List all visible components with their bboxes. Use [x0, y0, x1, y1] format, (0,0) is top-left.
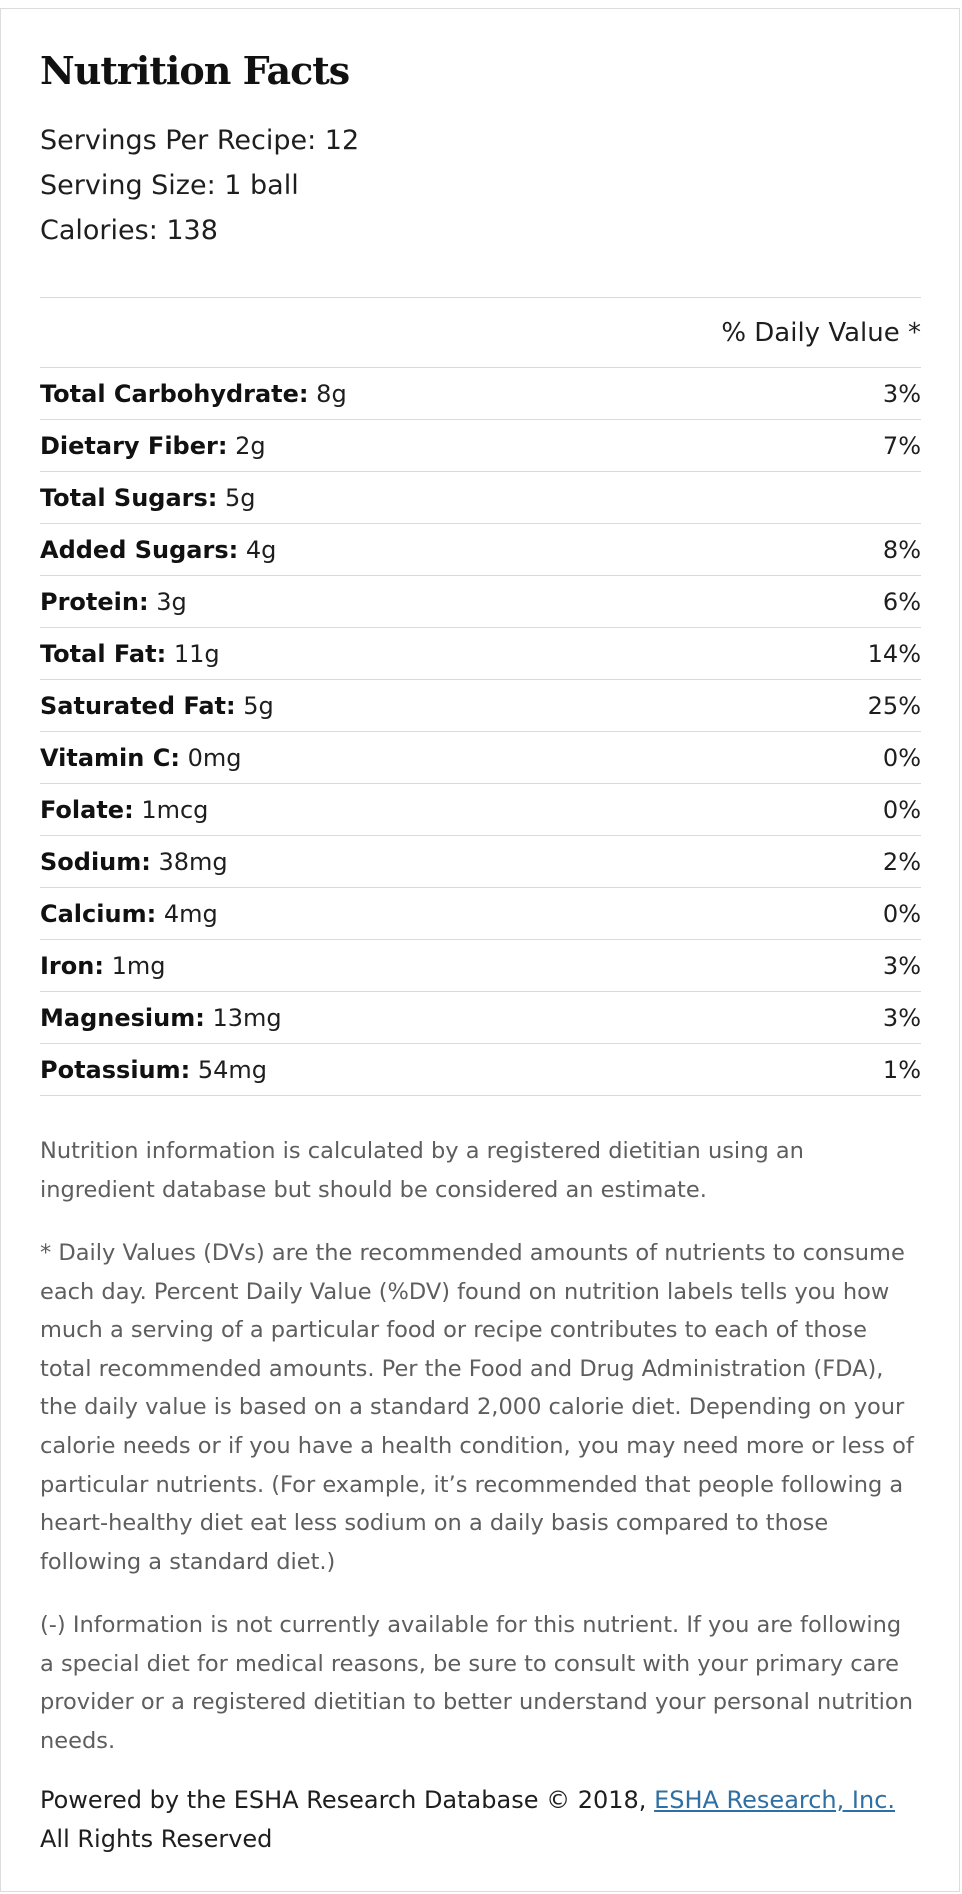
nutrient-daily-value: 7%: [882, 432, 921, 460]
nutrient-amount: 5g: [225, 484, 256, 512]
nutrient-row: Total Fat: 11g 14%: [40, 628, 921, 680]
nutrient-name: Vitamin C:: [40, 744, 180, 772]
nutrient-daily-value: 14%: [867, 640, 921, 668]
nutrient-row: Total Sugars: 5g: [40, 472, 921, 524]
nutrient-amount: 13mg: [212, 1004, 282, 1032]
nutrient-amount: 38mg: [158, 848, 228, 876]
nutrient-name: Saturated Fat:: [40, 692, 236, 720]
nutrient-daily-value: 2%: [882, 848, 921, 876]
nutrient-name: Potassium:: [40, 1056, 191, 1084]
nutrient-row: Total Carbohydrate: 8g 3%: [40, 368, 921, 420]
nutrient-daily-value: 3%: [882, 952, 921, 980]
powered-by-suffix: All Rights Reserved: [40, 1825, 273, 1853]
nutrient-amount: 11g: [173, 640, 220, 668]
nutrient-daily-value: 0%: [882, 900, 921, 928]
nutrient-daily-value: 1%: [882, 1056, 921, 1084]
nutrient-amount: 2g: [235, 432, 266, 460]
nutrient-row: Magnesium: 13mg 3%: [40, 992, 921, 1044]
nutrient-row: Folate: 1mcg 0%: [40, 784, 921, 836]
nutrient-daily-value: 0%: [882, 796, 921, 824]
nutrient-name: Total Sugars:: [40, 484, 218, 512]
section-divider: [40, 297, 921, 298]
nutrient-daily-value: 3%: [882, 1004, 921, 1032]
nutrition-facts-card: Nutrition Facts Servings Per Recipe: 12 …: [0, 8, 960, 1892]
nutrient-name: Sodium:: [40, 848, 151, 876]
estimate-note: Nutrition information is calculated by a…: [40, 1138, 804, 1203]
nutrient-daily-value: 3%: [882, 380, 921, 408]
nutrient-daily-value: 6%: [882, 588, 921, 616]
nutrient-row: Added Sugars: 4g 8%: [40, 524, 921, 576]
nutrient-name: Total Fat:: [40, 640, 167, 668]
nutrient-name: Iron:: [40, 952, 104, 980]
nutrient-amount: 5g: [243, 692, 274, 720]
unavailable-note: (-) Information is not currently availab…: [40, 1612, 913, 1754]
nutrient-row: Saturated Fat: 5g 25%: [40, 680, 921, 732]
nutrient-amount: 1mcg: [141, 796, 209, 824]
nutrient-amount: 0mg: [187, 744, 242, 772]
nutrient-row: Iron: 1mg 3%: [40, 940, 921, 992]
calories: Calories: 138: [40, 215, 218, 246]
nutrient-name: Magnesium:: [40, 1004, 205, 1032]
serving-size: Serving Size: 1 ball: [40, 170, 299, 201]
nutrient-row: Calcium: 4mg 0%: [40, 888, 921, 940]
nutrient-row: Dietary Fiber: 2g 7%: [40, 420, 921, 472]
daily-values-note: * Daily Values (DVs) are the recommended…: [40, 1240, 914, 1575]
powered-by-text: Powered by the ESHA Research Database © …: [40, 1781, 921, 1859]
nutrient-row: Sodium: 38mg 2%: [40, 836, 921, 888]
nutrient-name: Folate:: [40, 796, 134, 824]
nutrient-row: Vitamin C: 0mg 0%: [40, 732, 921, 784]
nutrient-amount: 1mg: [111, 952, 166, 980]
esha-research-link[interactable]: ESHA Research, Inc.: [654, 1786, 896, 1814]
nutrient-amount: 54mg: [197, 1056, 268, 1084]
servings-per-recipe: Servings Per Recipe: 12: [40, 125, 360, 156]
nutrition-title: Nutrition Facts: [40, 48, 350, 93]
nutrient-daily-value: 25%: [867, 692, 921, 720]
nutrient-name: Protein:: [40, 588, 149, 616]
nutrient-name: Calcium:: [40, 900, 157, 928]
nutrient-name: Dietary Fiber:: [40, 432, 228, 460]
daily-value-header: % Daily Value *: [40, 298, 921, 368]
nutrient-row: Protein: 3g 6%: [40, 576, 921, 628]
nutrient-amount: 8g: [316, 380, 347, 408]
nutrient-name: Total Carbohydrate:: [40, 380, 309, 408]
nutrient-amount: 4g: [245, 536, 277, 564]
nutrient-row: Potassium: 54mg 1%: [40, 1044, 921, 1096]
nutrient-amount: 3g: [156, 588, 187, 616]
nutrient-list: Total Carbohydrate: 8g 3% Dietary Fiber: 2…: [40, 368, 921, 1096]
nutrient-name: Added Sugars:: [40, 536, 239, 564]
nutrient-daily-value: 0%: [882, 744, 921, 772]
powered-by-prefix: Powered by the ESHA Research Database © …: [40, 1786, 655, 1814]
nutrient-daily-value: 8%: [882, 536, 921, 564]
nutrient-amount: 4mg: [163, 900, 218, 928]
